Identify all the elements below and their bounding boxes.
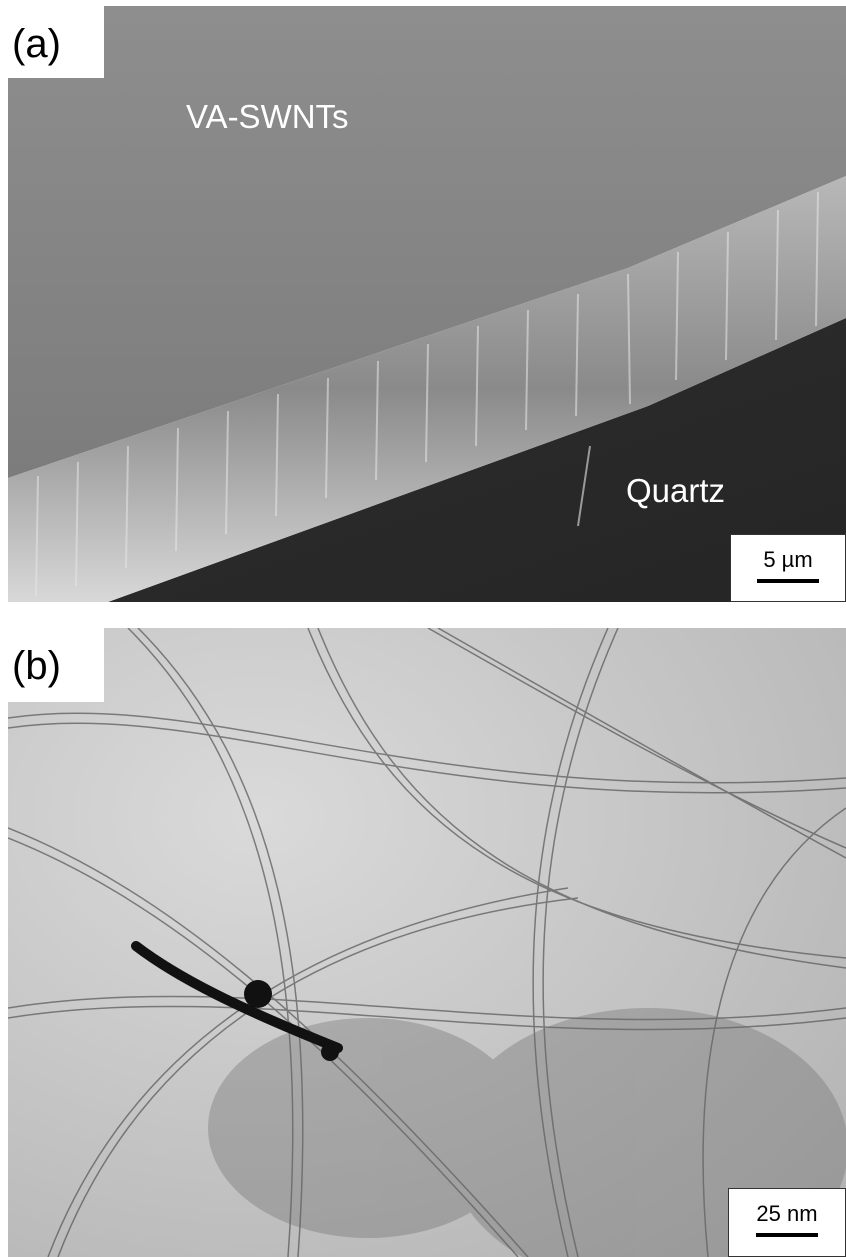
panel-label-b: (b) [8, 628, 104, 702]
substrate-label: Quartz [626, 472, 726, 509]
scale-bar-a-line [757, 579, 819, 583]
sem-image [8, 6, 846, 602]
panel-label-a: (a) [8, 6, 104, 78]
scale-bar-a-text: 5 µm [763, 547, 813, 572]
scale-bar-b-text: 25 nm [756, 1201, 818, 1226]
scale-bar-b-line [756, 1233, 818, 1237]
tem-image-panel: (b) 25 nm [8, 628, 846, 1257]
tem-image [8, 628, 846, 1257]
sem-image-panel: (a) VA-SWNTs Quartz 5 µm [8, 6, 846, 602]
scale-bar-a: 5 µm [730, 534, 846, 602]
scale-bar-b: 25 nm [728, 1188, 846, 1257]
film-label: VA-SWNTs [186, 98, 349, 135]
